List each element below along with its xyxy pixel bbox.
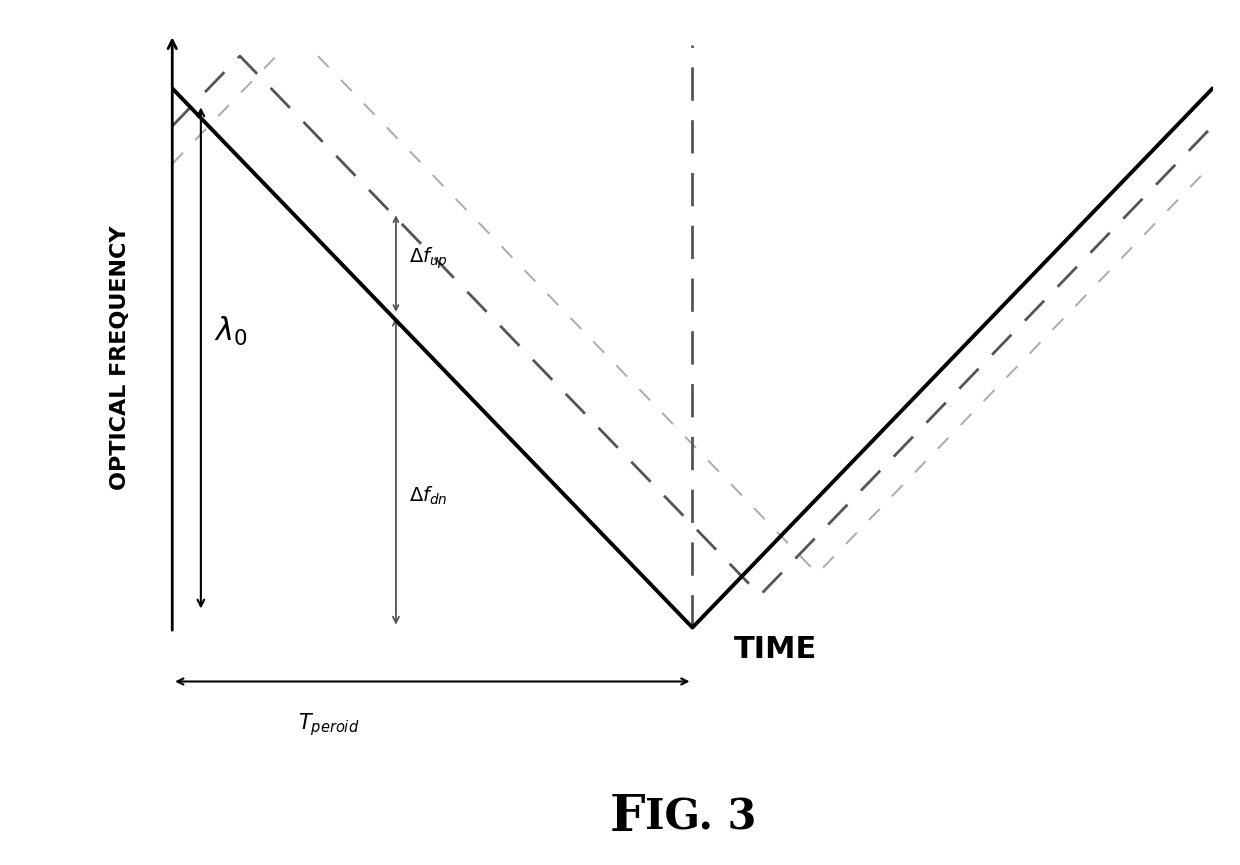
Text: $\lambda_0$: $\lambda_0$ <box>213 315 248 348</box>
Text: $\Delta f_{dn}$: $\Delta f_{dn}$ <box>409 485 448 508</box>
Text: IG. 3: IG. 3 <box>645 797 756 838</box>
Text: OPTICAL FREQUENCY: OPTICAL FREQUENCY <box>110 226 130 490</box>
Text: F: F <box>609 793 645 842</box>
Text: $T_{peroid}$: $T_{peroid}$ <box>298 711 360 738</box>
Text: $\Delta f_{up}$: $\Delta f_{up}$ <box>409 246 448 271</box>
Text: TIME: TIME <box>734 635 817 663</box>
